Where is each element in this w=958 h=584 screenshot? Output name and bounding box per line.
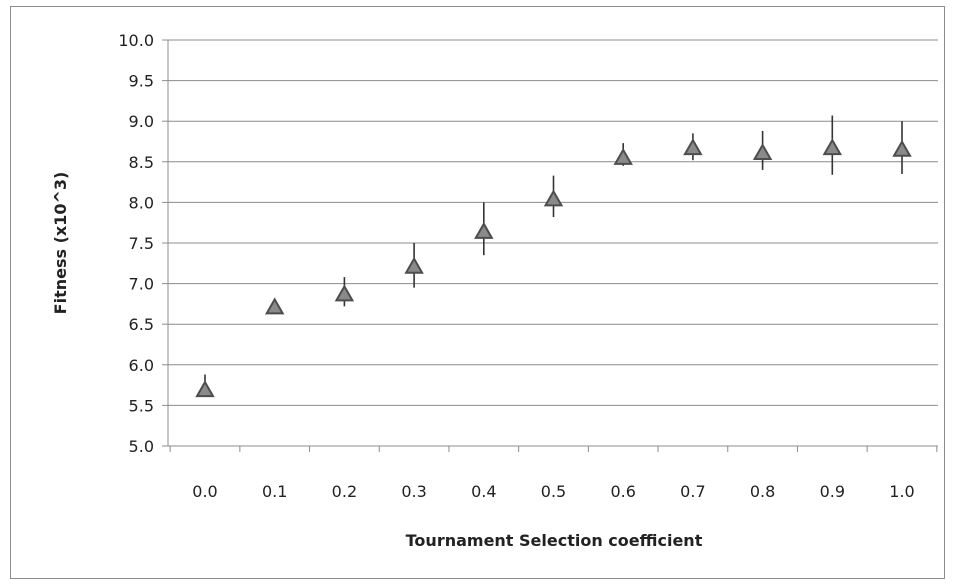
x-tick-label: 0.6	[610, 482, 635, 501]
y-tick-label: 10.0	[118, 31, 154, 50]
triangle-marker	[752, 143, 773, 161]
x-tick-label: 0.1	[262, 482, 287, 501]
triangle-marker	[543, 189, 564, 207]
triangle-marker	[264, 297, 285, 315]
gridlines	[168, 39, 938, 406]
y-tick-label: 9.0	[129, 112, 154, 131]
error-bars	[204, 115, 903, 396]
x-tick-label: 0.3	[401, 482, 426, 501]
y-tick-label: 7.0	[129, 275, 154, 294]
triangle-marker	[892, 139, 912, 157]
triangle-marker	[474, 221, 494, 239]
y-axis-title: Fitness (x10^3)	[51, 172, 70, 315]
triangle-marker	[195, 380, 215, 398]
y-tick-label: 5.0	[129, 437, 154, 456]
y-tick-labels: 5.0 5.5 6.0 6.5 7.0 7.5 8.0 8.5 9.0 9.5 10.0	[118, 31, 154, 456]
x-tick-label: 0.0	[192, 482, 217, 501]
axes	[162, 39, 938, 452]
chart-frame	[10, 6, 945, 579]
x-tick-label: 0.4	[471, 482, 496, 501]
triangle-marker	[822, 138, 843, 156]
triangle-marker	[613, 147, 633, 165]
y-tick-label: 8.0	[129, 193, 154, 212]
x-tick-label: 0.2	[332, 482, 357, 501]
triangle-marker	[334, 284, 355, 302]
x-tick-labels: 0.0 0.1 0.2 0.3 0.4 0.5 0.6 0.7 0.8 0.9 1.0	[192, 482, 914, 501]
x-axis-title: Tournament Selection coefficient	[406, 531, 703, 550]
data-points	[195, 138, 912, 398]
x-tick-label: 0.7	[680, 482, 705, 501]
y-tick-label: 9.5	[129, 72, 154, 91]
x-tick-label: 0.9	[820, 482, 845, 501]
y-tick-label: 6.5	[129, 315, 154, 334]
x-tick-label: 0.8	[750, 482, 775, 501]
y-tick-label: 7.5	[129, 234, 154, 253]
y-tick-label: 8.5	[129, 153, 154, 172]
y-tick-label: 6.0	[129, 356, 154, 375]
triangle-marker	[683, 138, 703, 156]
x-tick-label: 0.5	[541, 482, 566, 501]
y-tick-label: 5.5	[129, 396, 154, 415]
triangle-marker	[404, 256, 424, 274]
x-tick-label: 1.0	[889, 482, 914, 501]
